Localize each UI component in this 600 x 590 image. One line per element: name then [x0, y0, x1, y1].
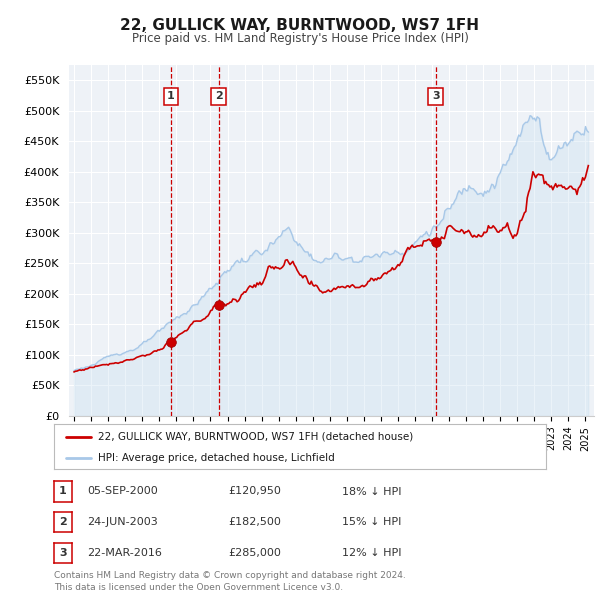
Text: £120,950: £120,950: [228, 487, 281, 496]
Text: HPI: Average price, detached house, Lichfield: HPI: Average price, detached house, Lich…: [98, 453, 335, 463]
Text: 1: 1: [167, 91, 175, 101]
Text: 24-JUN-2003: 24-JUN-2003: [87, 517, 158, 527]
Text: 3: 3: [432, 91, 440, 101]
Text: Contains HM Land Registry data © Crown copyright and database right 2024.
This d: Contains HM Land Registry data © Crown c…: [54, 571, 406, 590]
Text: 22-MAR-2016: 22-MAR-2016: [87, 548, 162, 558]
Text: 22, GULLICK WAY, BURNTWOOD, WS7 1FH (detached house): 22, GULLICK WAY, BURNTWOOD, WS7 1FH (det…: [98, 432, 413, 442]
Text: £285,000: £285,000: [228, 548, 281, 558]
Text: 18% ↓ HPI: 18% ↓ HPI: [342, 487, 401, 496]
Text: 22, GULLICK WAY, BURNTWOOD, WS7 1FH: 22, GULLICK WAY, BURNTWOOD, WS7 1FH: [121, 18, 479, 32]
Text: 2: 2: [215, 91, 223, 101]
Text: 15% ↓ HPI: 15% ↓ HPI: [342, 517, 401, 527]
Text: 05-SEP-2000: 05-SEP-2000: [87, 487, 158, 496]
Text: £182,500: £182,500: [228, 517, 281, 527]
Text: Price paid vs. HM Land Registry's House Price Index (HPI): Price paid vs. HM Land Registry's House …: [131, 32, 469, 45]
Text: 3: 3: [59, 548, 67, 558]
Text: 1: 1: [59, 487, 67, 496]
Text: 12% ↓ HPI: 12% ↓ HPI: [342, 548, 401, 558]
Text: 2: 2: [59, 517, 67, 527]
